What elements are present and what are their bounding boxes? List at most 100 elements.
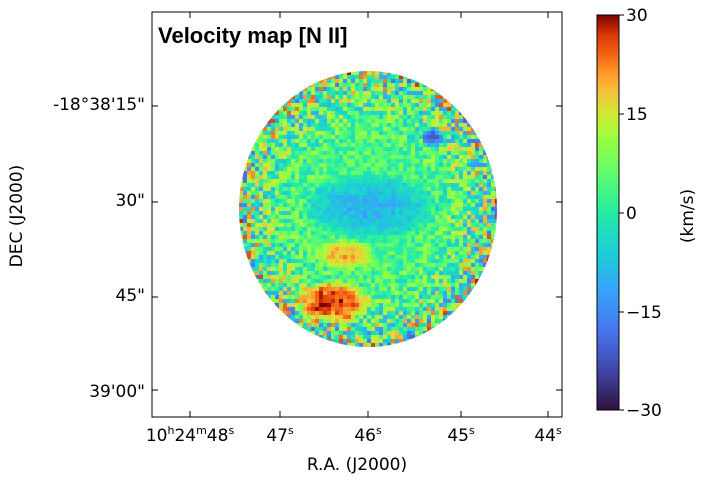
velocity-pixel (375, 323, 379, 327)
velocity-pixel (459, 151, 463, 155)
velocity-pixel (327, 171, 331, 175)
velocity-pixel (407, 267, 411, 271)
velocity-pixel (351, 299, 355, 303)
velocity-pixel (427, 99, 431, 103)
velocity-pixel (459, 155, 463, 159)
velocity-pixel (311, 103, 315, 107)
velocity-pixel (435, 191, 439, 195)
velocity-pixel (419, 115, 423, 119)
velocity-pixel (427, 227, 431, 231)
velocity-pixel (323, 315, 327, 319)
velocity-pixel (411, 87, 415, 91)
velocity-pixel (351, 251, 355, 255)
velocity-pixel (427, 159, 431, 163)
velocity-pixel (283, 155, 287, 159)
velocity-pixel (411, 315, 415, 319)
velocity-pixel (455, 119, 459, 123)
velocity-pixel (243, 191, 247, 195)
velocity-pixel (383, 263, 387, 267)
velocity-pixel (331, 115, 335, 119)
velocity-pixel (411, 119, 415, 123)
velocity-pixel (367, 271, 371, 275)
velocity-pixel (283, 159, 287, 163)
velocity-pixel (435, 151, 439, 155)
velocity-pixel (439, 215, 443, 219)
velocity-pixel (263, 207, 267, 211)
velocity-pixel (287, 259, 291, 263)
velocity-pixel (407, 103, 411, 107)
velocity-pixel (403, 235, 407, 239)
velocity-pixel (443, 135, 447, 139)
velocity-pixel (495, 211, 497, 215)
velocity-pixel (459, 267, 463, 271)
velocity-pixel (363, 319, 367, 323)
velocity-pixel (271, 203, 275, 207)
velocity-pixel (415, 255, 419, 259)
velocity-pixel (475, 183, 479, 187)
velocity-pixel (419, 139, 423, 143)
velocity-pixel (375, 115, 379, 119)
velocity-pixel (299, 259, 303, 263)
velocity-pixel (367, 275, 371, 279)
velocity-pixel (315, 259, 319, 263)
velocity-pixel (435, 139, 439, 143)
velocity-pixel (307, 155, 311, 159)
velocity-pixel (331, 319, 335, 323)
velocity-pixel (455, 259, 459, 263)
velocity-pixel (327, 227, 331, 231)
velocity-pixel (279, 183, 283, 187)
velocity-pixel (327, 111, 331, 115)
velocity-pixel (295, 311, 299, 315)
velocity-pixel (327, 119, 331, 123)
velocity-pixel (483, 251, 487, 255)
velocity-pixel (411, 111, 415, 115)
velocity-pixel (331, 255, 335, 259)
velocity-pixel (415, 135, 419, 139)
velocity-pixel (479, 171, 483, 175)
velocity-pixel (487, 231, 491, 235)
velocity-pixel (291, 315, 295, 319)
velocity-pixel (455, 263, 459, 267)
velocity-pixel (331, 163, 335, 167)
velocity-pixel (407, 91, 411, 95)
velocity-pixel (391, 327, 395, 331)
velocity-pixel (311, 143, 315, 147)
velocity-pixel (339, 151, 343, 155)
velocity-pixel (319, 183, 323, 187)
velocity-pixel (307, 143, 311, 147)
velocity-pixel (255, 199, 259, 203)
velocity-pixel (475, 147, 479, 151)
velocity-pixel (475, 175, 479, 179)
velocity-pixel (399, 207, 403, 211)
velocity-pixel (367, 327, 371, 331)
velocity-pixel (383, 243, 387, 247)
velocity-pixel (427, 263, 431, 267)
velocity-pixel (299, 239, 303, 243)
velocity-pixel (339, 247, 343, 251)
velocity-pixel (335, 95, 339, 99)
velocity-pixel (371, 131, 375, 135)
velocity-pixel (335, 147, 339, 151)
velocity-pixel (303, 99, 307, 103)
velocity-pixel (427, 279, 431, 283)
velocity-pixel (411, 183, 415, 187)
velocity-pixel (411, 103, 415, 107)
velocity-pixel (287, 135, 291, 139)
velocity-pixel (439, 119, 443, 123)
velocity-pixel (291, 191, 295, 195)
velocity-pixel (439, 219, 443, 223)
velocity-pixel (331, 147, 335, 151)
velocity-pixel (411, 327, 415, 331)
velocity-pixel (455, 211, 459, 215)
velocity-pixel (259, 267, 263, 271)
velocity-pixel (315, 191, 319, 195)
velocity-pixel (411, 163, 415, 167)
velocity-pixel (343, 319, 347, 323)
velocity-pixel (415, 83, 419, 87)
velocity-pixel (407, 255, 411, 259)
velocity-pixel (423, 183, 427, 187)
velocity-pixel (427, 203, 431, 207)
velocity-pixel (295, 135, 299, 139)
velocity-pixel (375, 187, 379, 191)
velocity-pixel (391, 131, 395, 135)
